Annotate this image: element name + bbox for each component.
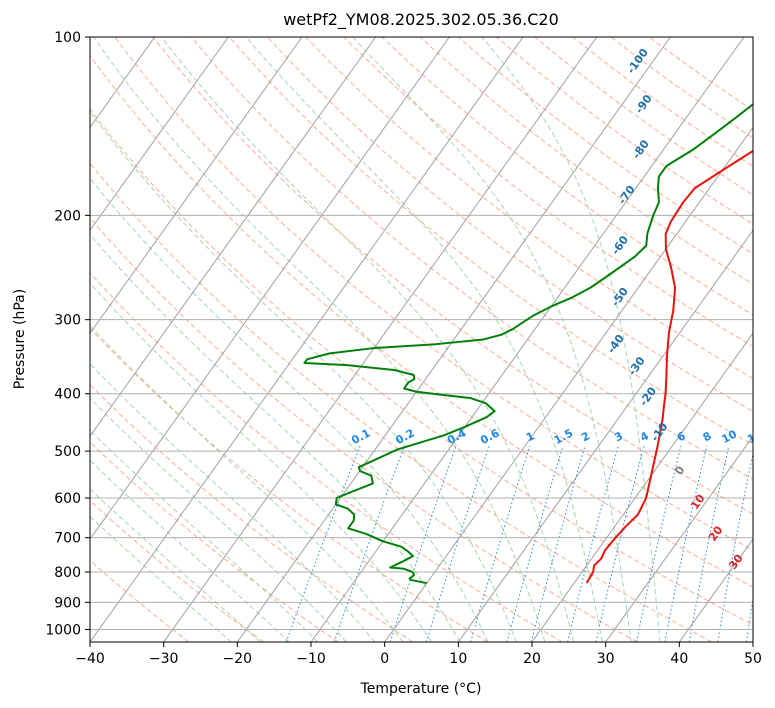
isotherm-line bbox=[90, 37, 303, 335]
mixing-ratio-line bbox=[285, 445, 361, 642]
plot-frame bbox=[89, 36, 754, 643]
y-tick-label: 300 bbox=[54, 313, 81, 329]
isotherm-line bbox=[605, 435, 753, 642]
isotherm-line bbox=[531, 332, 753, 642]
y-axis-title: Pressure (hPa) bbox=[12, 289, 28, 389]
dry-adiabat-line bbox=[90, 54, 753, 588]
mixing-ratio-line bbox=[389, 445, 457, 642]
x-tick-label: 0 bbox=[380, 651, 389, 667]
mixing-ratio-line bbox=[425, 445, 490, 642]
x-axis: −40 −30 −20 −10 0 10 20 30 40 50 bbox=[75, 642, 762, 667]
isotherm-line bbox=[90, 37, 377, 438]
dry-adiabat-line bbox=[90, 441, 339, 642]
isotherm-line bbox=[457, 229, 753, 642]
moist-adiabat-line bbox=[90, 429, 319, 642]
moist-adiabat-line bbox=[90, 233, 461, 642]
y-tick-label: 1000 bbox=[45, 622, 81, 638]
mixing-ratio-line bbox=[717, 451, 753, 642]
dewpoint-line bbox=[303, 103, 753, 585]
moist-adiabat-line bbox=[90, 111, 517, 642]
dry-adiabat-line bbox=[267, 37, 753, 412]
dry-adiabat-line bbox=[90, 559, 190, 642]
y-tick-label: 900 bbox=[54, 595, 81, 611]
isotherm-line bbox=[236, 37, 671, 642]
y-tick-label: 600 bbox=[54, 491, 81, 507]
isotherm-line bbox=[678, 538, 753, 642]
moist-adiabat-line bbox=[90, 324, 404, 642]
mixing-ratio-line bbox=[567, 445, 619, 642]
y-tick-label: 100 bbox=[54, 30, 81, 46]
isotherm-line bbox=[90, 37, 450, 540]
y-tick-label: 800 bbox=[54, 565, 81, 581]
x-tick-label: 10 bbox=[449, 651, 467, 667]
y-axis: 100 200 300 400 500 600 700 800 900 1000 bbox=[45, 30, 90, 638]
mixing-ratio-label: 10 bbox=[719, 427, 739, 446]
isotherm-line bbox=[90, 37, 229, 232]
dry-adiabat-line bbox=[419, 37, 753, 285]
mixing-ratio-line bbox=[664, 445, 708, 642]
dry-adiabat-line bbox=[152, 37, 753, 515]
isotherm-label: 40 bbox=[750, 580, 770, 600]
moist-adiabats bbox=[90, 37, 661, 642]
isotherm-line bbox=[384, 126, 753, 642]
isotherm-line bbox=[163, 37, 598, 642]
moist-adiabat-line bbox=[90, 282, 432, 642]
mixing-ratio-label: 13 bbox=[745, 427, 765, 446]
dry-adiabat-line bbox=[90, 108, 753, 626]
x-tick-label: −20 bbox=[223, 651, 253, 667]
x-tick-label: −30 bbox=[149, 651, 179, 667]
mixing-ratio-line bbox=[688, 445, 730, 642]
dry-adiabat-line bbox=[228, 37, 753, 446]
mixing-ratio-line bbox=[636, 445, 682, 642]
mixing-ratio-line bbox=[530, 445, 586, 642]
mixing-ratio-line bbox=[595, 445, 645, 642]
mixing-ratio-lines bbox=[285, 445, 753, 642]
dry-adiabat-line bbox=[90, 217, 638, 642]
x-tick-label: −10 bbox=[296, 651, 326, 667]
dry-adiabat-line bbox=[381, 37, 753, 316]
y-tick-label: 200 bbox=[54, 208, 81, 224]
moist-adiabat-line bbox=[90, 362, 376, 642]
moist-adiabat-line bbox=[93, 37, 546, 642]
x-tick-label: 20 bbox=[523, 651, 541, 667]
y-tick-label: 400 bbox=[54, 387, 81, 403]
x-tick-label: 50 bbox=[744, 651, 762, 667]
mixing-ratio-line bbox=[470, 445, 531, 642]
pressure-gridlines bbox=[90, 37, 753, 630]
mixing-ratio-line bbox=[745, 595, 753, 642]
mixing-ratio-line bbox=[333, 445, 405, 642]
dry-adiabat-line bbox=[90, 327, 488, 642]
isotherm-line bbox=[90, 37, 524, 642]
moist-adiabat-line bbox=[245, 37, 603, 642]
moist-adiabat-line bbox=[352, 37, 632, 642]
moist-adiabat-line bbox=[161, 37, 575, 642]
dry-adiabat-line bbox=[90, 271, 563, 642]
temperature-line bbox=[585, 149, 753, 584]
x-tick-label: 40 bbox=[670, 651, 688, 667]
x-tick-label: −40 bbox=[75, 651, 105, 667]
y-tick-label: 700 bbox=[54, 531, 81, 547]
moist-adiabat-line bbox=[481, 37, 661, 642]
mixing-ratio-line bbox=[506, 445, 564, 642]
x-tick-label: 30 bbox=[597, 651, 615, 667]
moist-adiabat-line bbox=[90, 397, 347, 642]
x-axis-title: Temperature (°C) bbox=[360, 681, 482, 697]
dry-adiabat-line bbox=[90, 383, 414, 642]
chart-title: wetPf2_YM08.2025.302.05.36.C20 bbox=[283, 10, 559, 30]
y-tick-label: 500 bbox=[54, 444, 81, 460]
dry-adiabats bbox=[90, 37, 753, 642]
profile-lines bbox=[303, 103, 753, 585]
